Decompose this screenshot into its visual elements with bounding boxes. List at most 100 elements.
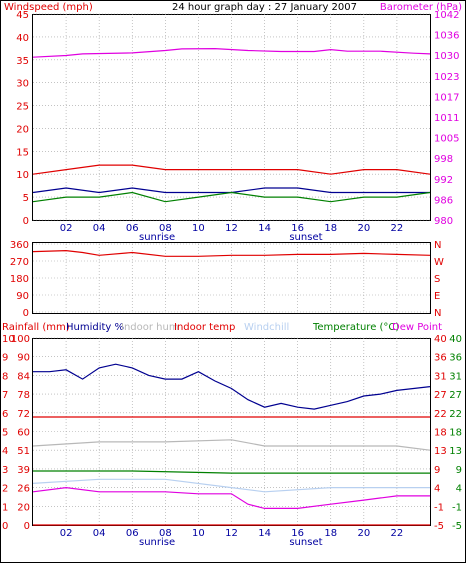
graph-title: 24 hour graph day : 27 January 2007 [172,2,357,13]
barometer-label: Barometer (hPa) [380,2,462,13]
hum-y-humidity-tick-2: 26 [17,484,30,495]
hum-x-tick-22: 22 [391,528,404,539]
windspeed-label: Windspeed (mph) [4,2,93,13]
hum-y-rain-tick-1: 1 [2,502,8,513]
hum-x-tick-18: 18 [324,528,337,539]
wind-y-right-tick-2: 992 [434,175,453,186]
indoor-hum-label: Indoor hum [121,322,179,333]
hum-series-lightblue-4 [32,478,430,493]
wind-y-left-tick-9: 45 [16,10,29,21]
wind-y-left-tick-3: 15 [16,147,29,158]
hum-x-tick-12: 12 [225,528,238,539]
hum-y-temp-tick-9: 36 [434,353,447,364]
hum-y-dew-tick-2: 4 [456,484,462,495]
hum-x-tick-20: 20 [357,528,370,539]
rainfall-label: Rainfall (mm) [2,322,70,333]
dir-y-right-tick-4: N [434,240,441,251]
hum-x-tick-02: 02 [60,528,73,539]
hum-y-humidity-tick-4: 51 [17,446,30,457]
wind-y-left-tick-7: 35 [16,56,29,67]
hum-y-dew-tick-8: 31 [449,371,462,382]
hum-series-navy-0 [33,363,431,410]
wind-x-tick-22: 22 [391,223,404,234]
hum-y-rain-tick-10: 10 [2,334,15,345]
wind-x-tick-12: 12 [225,223,238,234]
dir-y-right-tick-0: N [434,308,441,319]
hum-y-humidity-tick-9: 90 [17,353,30,364]
hum-y-temp-tick-8: 31 [434,371,447,382]
wind-y-right-tick-10: 1042 [434,10,459,21]
dir-series-0 [32,249,431,257]
temperature-label: Temperature (°C) [312,322,399,333]
wind-y-right-tick-4: 1005 [434,134,459,145]
hum-y-dew-tick-0: -5 [452,521,462,532]
hum-y-dew-tick-1: -1 [452,502,462,513]
wind-y-left-tick-8: 40 [16,33,29,44]
hum-y-temp-tick-7: 27 [434,390,447,401]
hum-sunrise-label: sunrise [139,537,175,548]
wind-x-tick-02: 02 [60,223,73,234]
wind-y-right-tick-7: 1023 [434,72,459,83]
hum-y-temp-tick-6: 22 [434,409,447,420]
hum-y-temp-tick-10: 40 [434,334,447,345]
wind-y-left-tick-6: 30 [16,79,29,90]
hum-y-rain-tick-6: 6 [2,409,8,420]
dir-y-right-tick-3: W [434,257,444,268]
wind-y-left-tick-2: 10 [16,170,29,181]
hum-y-humidity-tick-6: 72 [17,409,30,420]
wind-y-right-tick-8: 1030 [434,51,459,62]
hum-x-tick-04: 04 [93,528,106,539]
hum-y-rain-tick-7: 7 [2,390,8,401]
chart-marks: 0510152025303540459809869929981005101110… [2,10,462,548]
windchill-label: Windchill [244,322,289,333]
wind-x-tick-06: 06 [126,223,139,234]
dewpoint-label: Dew Point [392,322,442,333]
hum-y-temp-tick-5: 18 [434,428,447,439]
wind-x-tick-18: 18 [324,223,337,234]
dir-y-right-tick-2: S [434,274,440,285]
wind-sunrise-label: sunrise [139,232,175,243]
hum-y-temp-tick-0: -5 [434,521,444,532]
wind-y-right-tick-5: 1011 [434,113,459,124]
hum-y-rain-tick-5: 5 [2,428,8,439]
hum-series-magenta-5 [32,486,430,509]
wind-series-magenta-0 [32,47,431,58]
hum-y-rain-tick-4: 4 [2,446,8,457]
hum-y-temp-tick-3: 9 [434,465,440,476]
hum-y-temp-tick-2: 4 [434,484,440,495]
dir-y-left-tick-3: 270 [10,257,29,268]
hum-y-humidity-tick-0: 0 [24,521,30,532]
panel-direction-frame [32,242,431,314]
hum-x-tick-08: 08 [159,528,172,539]
hum-y-rain-tick-2: 2 [2,484,8,495]
hum-y-dew-tick-10: 40 [449,334,462,345]
dir-y-left-tick-1: 90 [16,291,29,302]
wind-sunset-label: sunset [289,232,322,243]
hum-y-humidity-tick-3: 39 [17,465,30,476]
hum-y-dew-tick-7: 27 [449,390,462,401]
dir-y-left-tick-0: 0 [23,308,29,319]
wind-y-left-tick-4: 20 [16,124,29,135]
hum-y-humidity-tick-10: 100 [11,334,30,345]
wind-series-green-3 [32,191,431,203]
hum-y-dew-tick-9: 36 [449,353,462,364]
indoor-temp-label: Indoor temp [174,322,235,333]
wind-y-left-tick-5: 25 [16,102,29,113]
hum-y-dew-tick-3: 9 [456,465,462,476]
hum-y-dew-tick-5: 18 [449,428,462,439]
wind-y-right-tick-9: 1036 [434,31,459,42]
wind-y-right-tick-6: 1017 [434,92,459,103]
hum-y-rain-tick-9: 9 [2,353,8,364]
hum-y-humidity-tick-8: 84 [17,371,30,382]
dir-y-left-tick-4: 360 [10,240,29,251]
wind-y-right-tick-3: 998 [434,154,453,165]
wind-y-right-tick-1: 986 [434,195,453,206]
hum-x-tick-10: 10 [192,528,205,539]
wind-x-tick-10: 10 [192,223,205,234]
wind-y-right-tick-0: 980 [434,216,453,227]
hum-series-green-3 [33,470,430,474]
hum-x-tick-06: 06 [126,528,139,539]
